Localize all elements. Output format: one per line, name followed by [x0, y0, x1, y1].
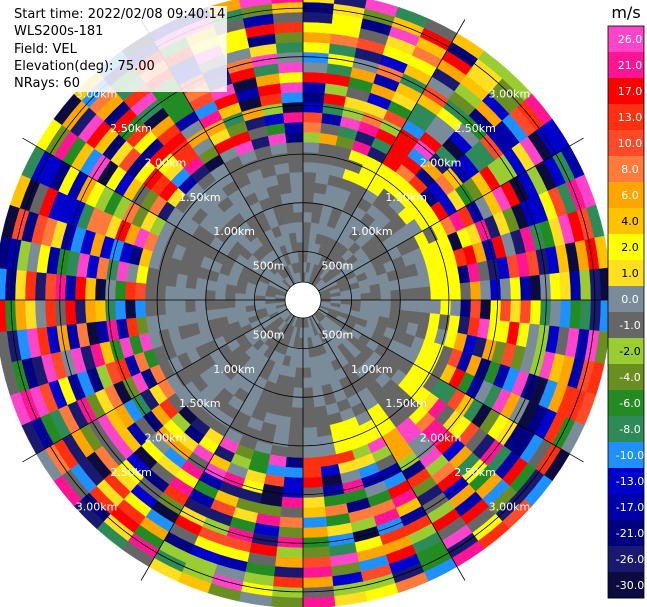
colorbar-tick-label: -2.0 [619, 345, 640, 358]
colorbar-tick-label: 4.0 [621, 215, 639, 228]
colorbar-tick-label: 17.0 [618, 85, 643, 98]
colorbar-tick-label: 2.0 [621, 241, 639, 254]
colorbar-unit: m/s [611, 3, 640, 22]
velocity-field [0, 0, 612, 607]
colorbar-tick-label: -26.0 [616, 553, 644, 566]
colorbar-tick-label: 0.0 [621, 293, 639, 306]
colorbar-tick-label: -10.0 [616, 449, 644, 462]
colorbar-tick-label: 26.0 [618, 33, 643, 46]
colorbar-tick-label: -4.0 [619, 371, 640, 384]
colorbar-tick-label: 21.0 [618, 59, 643, 72]
colorbar-tick-label: -8.0 [619, 423, 640, 436]
colorbar-tick-label: -21.0 [616, 527, 644, 540]
colorbar-tick-label: -30.0 [616, 579, 644, 592]
colorbar-tick-label: -13.0 [616, 475, 644, 488]
colorbar-tick-label: 13.0 [618, 111, 643, 124]
colorbar-tick-label: 8.0 [621, 163, 639, 176]
velocity-gate [302, 0, 335, 4]
colorbar-tick-label: 1.0 [621, 267, 639, 280]
colorbar-tick-label: -1.0 [619, 319, 640, 332]
colorbar-tick-label: -17.0 [616, 501, 644, 514]
colorbar-tick-label: 10.0 [618, 137, 643, 150]
colorbar-tick-label: -6.0 [619, 397, 640, 410]
colorbar-tick-label: 6.0 [621, 189, 639, 202]
velocity-gate [333, 0, 367, 9]
